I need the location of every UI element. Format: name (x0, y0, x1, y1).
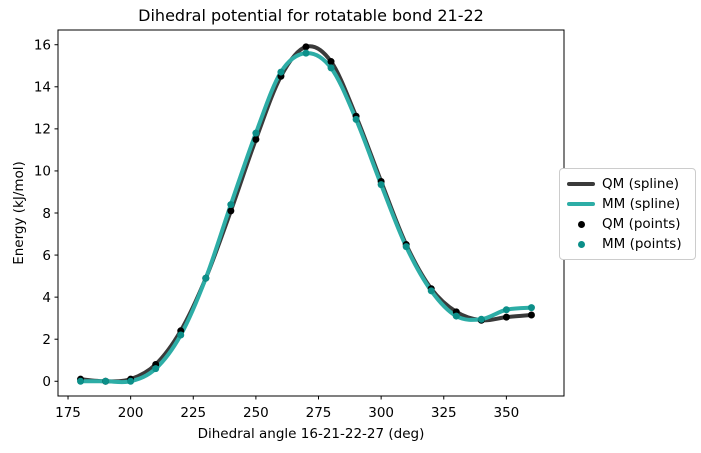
series-point-mm-points- (402, 243, 410, 251)
y-tick-label: 10 (34, 164, 51, 180)
series-point-mm-points- (277, 68, 285, 76)
legend-dot-swatch-icon (567, 220, 595, 228)
series-point-mm-points- (452, 312, 460, 320)
legend-label: QM (spline) (602, 176, 680, 192)
y-tick-label: 14 (34, 80, 51, 96)
series-point-mm-points- (152, 365, 160, 373)
legend-entry: MM (spline) (567, 194, 688, 214)
series-point-mm-points- (252, 129, 260, 137)
legend-dot-swatch-icon (567, 240, 595, 248)
legend-line-swatch-icon (567, 182, 595, 186)
dot-swatch (577, 220, 585, 228)
series-point-qm-points- (252, 135, 260, 143)
series-point-mm-points- (377, 181, 385, 189)
y-tick-label: 6 (42, 248, 51, 264)
x-tick-label: 225 (180, 405, 206, 421)
series-point-mm-points- (327, 64, 335, 72)
chart-title: Dihedral potential for rotatable bond 21… (138, 6, 484, 25)
dot-swatch (577, 240, 585, 248)
series-point-mm-points- (527, 304, 535, 312)
legend-entry: QM (spline) (567, 174, 688, 194)
y-tick-label: 12 (34, 122, 51, 138)
legend-label: MM (spline) (602, 196, 681, 212)
x-tick-label: 350 (493, 405, 519, 421)
series-point-qm-points- (327, 58, 335, 66)
y-tick-label: 16 (34, 38, 51, 54)
series-point-qm-points- (527, 311, 535, 319)
series-point-mm-points- (352, 115, 360, 123)
series-point-mm-points- (477, 315, 485, 323)
y-tick-label: 4 (42, 290, 51, 306)
x-tick-label: 175 (55, 405, 81, 421)
x-tick-label: 250 (243, 405, 269, 421)
series-line-mm-spline- (78, 51, 534, 385)
x-axis-label: Dihedral angle 16-21-22-27 (deg) (197, 426, 425, 442)
y-tick-label: 2 (42, 332, 51, 348)
series-point-mm-points- (177, 331, 185, 339)
x-tick-label: 275 (306, 405, 332, 421)
series-point-qm-points- (502, 313, 510, 321)
series-point-mm-points- (227, 201, 235, 209)
series-point-qm-points- (302, 43, 310, 51)
x-tick-label: 200 (118, 405, 144, 421)
x-tick-label: 300 (368, 405, 394, 421)
series-point-mm-points- (77, 377, 85, 385)
line-swatch (567, 182, 595, 186)
legend-label: MM (points) (602, 236, 682, 252)
legend-entry: QM (points) (567, 214, 688, 234)
y-axis-label: Energy (kJ/mol) (11, 161, 27, 265)
series-line-qm-spline- (78, 44, 534, 384)
series-point-mm-points- (127, 377, 135, 385)
legend-label: QM (points) (602, 216, 681, 232)
series-point-mm-points- (302, 49, 310, 57)
y-tick-label: 8 (42, 206, 51, 222)
x-tick-label: 325 (431, 405, 457, 421)
y-tick-label: 0 (42, 374, 51, 390)
series-point-mm-points- (502, 306, 510, 314)
series-point-qm-points- (227, 207, 235, 215)
legend: QM (spline) MM (spline) QM (points) MM (poi… (559, 168, 696, 260)
series-point-mm-points- (427, 287, 435, 295)
axes-frame (57, 29, 565, 397)
legend-line-swatch-icon (567, 202, 595, 206)
legend-entry: MM (points) (567, 234, 688, 254)
series-point-mm-points- (102, 377, 110, 385)
series-point-mm-points- (202, 274, 210, 282)
line-swatch (567, 202, 595, 206)
